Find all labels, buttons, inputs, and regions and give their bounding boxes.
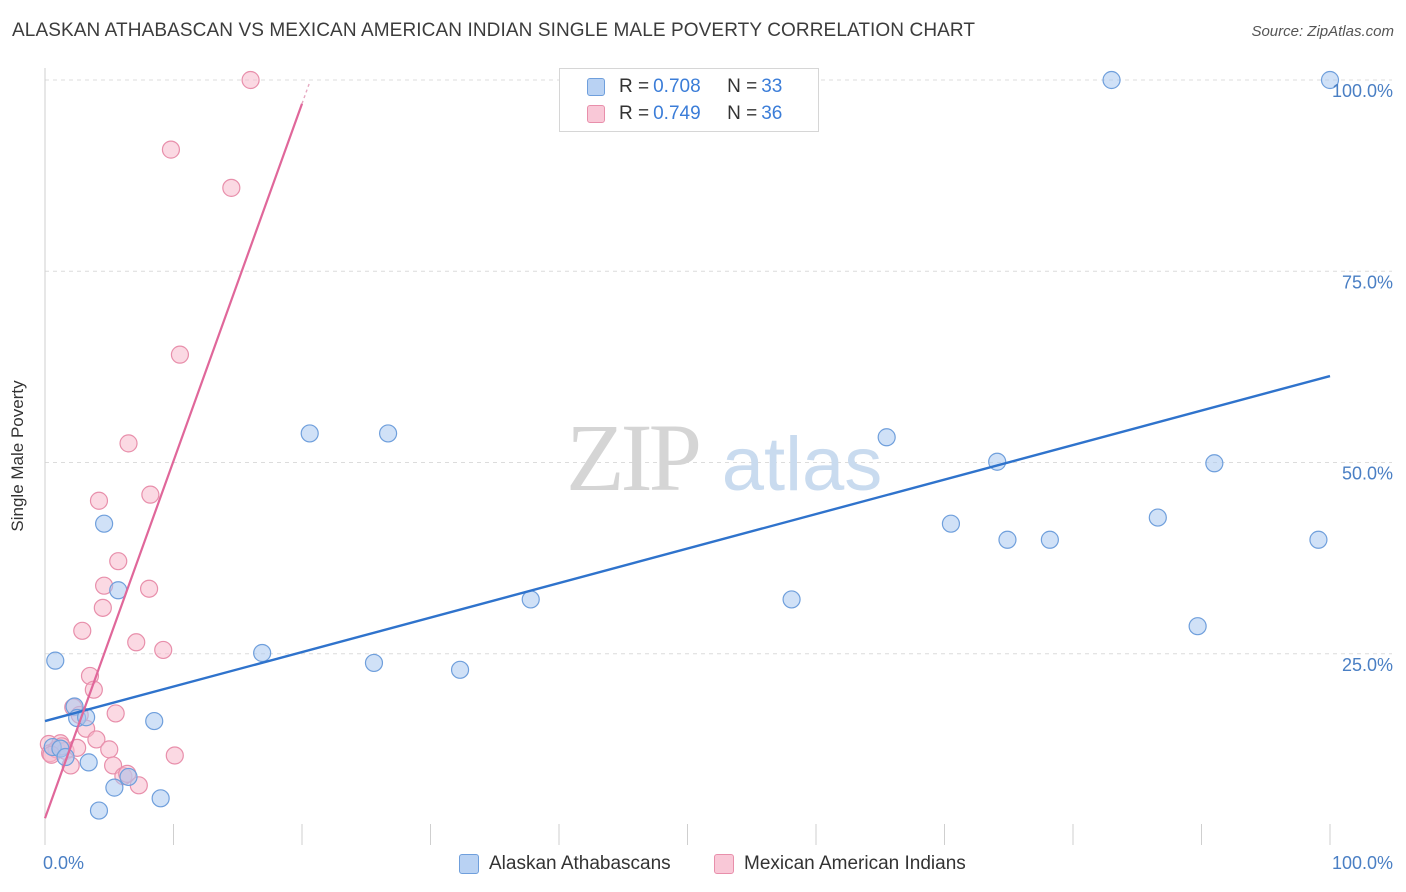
data-point: [56, 747, 75, 767]
chart-title: ALASKAN ATHABASCAN VS MEXICAN AMERICAN I…: [12, 20, 976, 41]
watermark: ZIP atlas: [566, 404, 882, 511]
watermark-zip: ZIP: [566, 404, 699, 511]
y-tick-label: 75.0%: [1342, 272, 1393, 292]
legend-swatch-pink: [587, 105, 605, 123]
data-point: [151, 789, 170, 808]
data-point: [89, 491, 109, 510]
data-point: [139, 579, 159, 598]
y-tick-label: 100.0%: [1332, 81, 1393, 101]
trend-line-athabascans: [44, 374, 1331, 723]
legend-r-label: R =: [619, 76, 650, 97]
data-point: [73, 621, 92, 640]
series-alaskan-athabascans-points: [43, 70, 1340, 820]
legend-row-mexican-american: R = 0.749 N = 36: [560, 100, 782, 128]
data-point: [941, 514, 961, 533]
data-point: [364, 653, 384, 673]
data-point: [998, 530, 1017, 549]
data-point: [89, 801, 109, 820]
legend-r-value: 0.708: [653, 76, 701, 97]
data-point: [1309, 530, 1328, 549]
y-axis-label: Single Male Poverty: [8, 380, 27, 532]
x-tick-label: 0.0%: [43, 853, 84, 873]
data-point: [1040, 530, 1059, 549]
legend-item-athabascans: Alaskan Athabascans: [459, 852, 671, 876]
trend-line-extension: [301, 82, 311, 104]
data-point: [165, 746, 184, 765]
data-point: [253, 643, 272, 663]
legend-n-label: N =: [727, 103, 758, 124]
data-point: [782, 590, 801, 609]
series-mexican-american-indians-points: [39, 70, 260, 795]
data-point: [1102, 70, 1121, 90]
data-point: [87, 730, 106, 749]
legend-swatch-blue: [459, 854, 479, 874]
legend-r-label: R =: [619, 103, 650, 124]
data-point: [170, 345, 190, 364]
data-point: [79, 753, 98, 772]
trend-line-mexican-american: [43, 103, 304, 819]
data-point: [1148, 508, 1167, 527]
data-point: [119, 434, 138, 453]
data-point: [1320, 70, 1340, 90]
legend-r-value: 0.749: [653, 103, 701, 124]
data-point: [145, 711, 164, 731]
data-point: [93, 598, 112, 617]
data-point: [241, 70, 260, 90]
legend-row-athabascans: R = 0.708 N = 33: [560, 73, 782, 101]
source-label: Source: ZipAtlas.com: [1251, 23, 1394, 40]
legend-swatch-pink: [714, 854, 734, 874]
data-point: [105, 778, 124, 797]
y-tick-label: 50.0%: [1342, 464, 1393, 484]
data-point: [127, 633, 146, 652]
legend-swatch-blue: [587, 78, 605, 96]
grid-lines: [45, 79, 1392, 655]
data-point: [1205, 454, 1224, 473]
data-point: [100, 740, 119, 759]
y-tick-label: 25.0%: [1342, 655, 1393, 675]
data-point: [378, 424, 398, 443]
legend-item-mexican-american: Mexican American Indians: [714, 852, 966, 876]
legend-n-value: 33: [761, 76, 783, 97]
trend-lines: [43, 82, 1331, 819]
x-tick-label: 100.0%: [1332, 853, 1393, 873]
data-point: [95, 514, 114, 533]
data-point: [450, 660, 470, 679]
data-point: [300, 424, 319, 443]
legend-n-value: 36: [761, 103, 783, 124]
data-point: [1188, 617, 1207, 636]
data-point: [154, 640, 173, 660]
data-point: [161, 140, 181, 159]
data-point: [119, 767, 138, 787]
legend-label: Alaskan Athabascans: [489, 853, 671, 874]
correlation-legend: R = 0.708 N = 33 R = 0.749 N = 36: [559, 68, 819, 132]
axes: [44, 68, 1331, 845]
legend-n-label: N =: [727, 76, 758, 97]
watermark-atlas: atlas: [722, 422, 883, 507]
data-point: [877, 428, 896, 447]
legend-label: Mexican American Indians: [744, 853, 966, 874]
tick-labels: 25.0% 50.0% 75.0% 100.0% 0.0% 100.0%: [43, 81, 1393, 873]
data-point: [141, 485, 160, 504]
data-point: [222, 178, 241, 197]
data-point: [106, 704, 125, 723]
data-point: [46, 651, 65, 670]
data-point: [109, 552, 128, 571]
